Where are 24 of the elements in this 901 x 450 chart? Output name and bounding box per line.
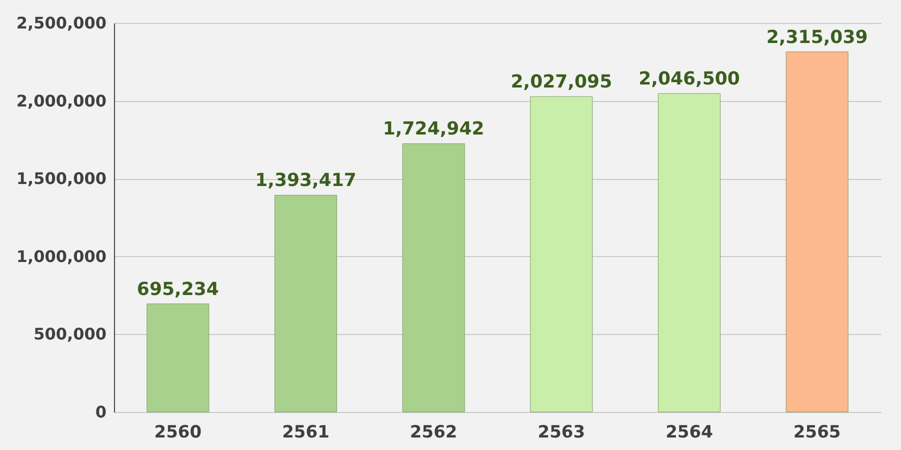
data-label: 1,393,417 [255, 170, 356, 192]
x-tick-label: 2563 [538, 422, 586, 442]
x-tick-label: 2565 [793, 422, 841, 442]
bar [658, 93, 720, 412]
y-tick-label: 2,000,000 [16, 91, 106, 110]
data-label: 2,315,039 [766, 26, 868, 48]
data-label: 1,724,942 [382, 118, 484, 140]
y-tick-label: 1,500,000 [16, 169, 106, 188]
y-tick-label: 1,000,000 [16, 246, 106, 266]
x-tick-label: 2564 [666, 422, 714, 442]
data-label: 2,046,500 [638, 68, 740, 90]
bar [786, 52, 848, 412]
bar [530, 96, 593, 412]
bar [402, 143, 465, 412]
x-tick-label: 2560 [154, 422, 202, 442]
y-tick-label: 2,500,000 [16, 14, 106, 32]
y-tick-label: 500,000 [34, 324, 106, 344]
bar [274, 194, 337, 412]
y-tick-label: 0 [95, 402, 106, 422]
bar [146, 304, 210, 412]
data-label: 2,027,095 [510, 72, 612, 93]
x-tick-label: 2561 [282, 422, 330, 442]
x-tick-label: 2562 [410, 422, 458, 442]
data-label: 695,234 [136, 278, 219, 300]
